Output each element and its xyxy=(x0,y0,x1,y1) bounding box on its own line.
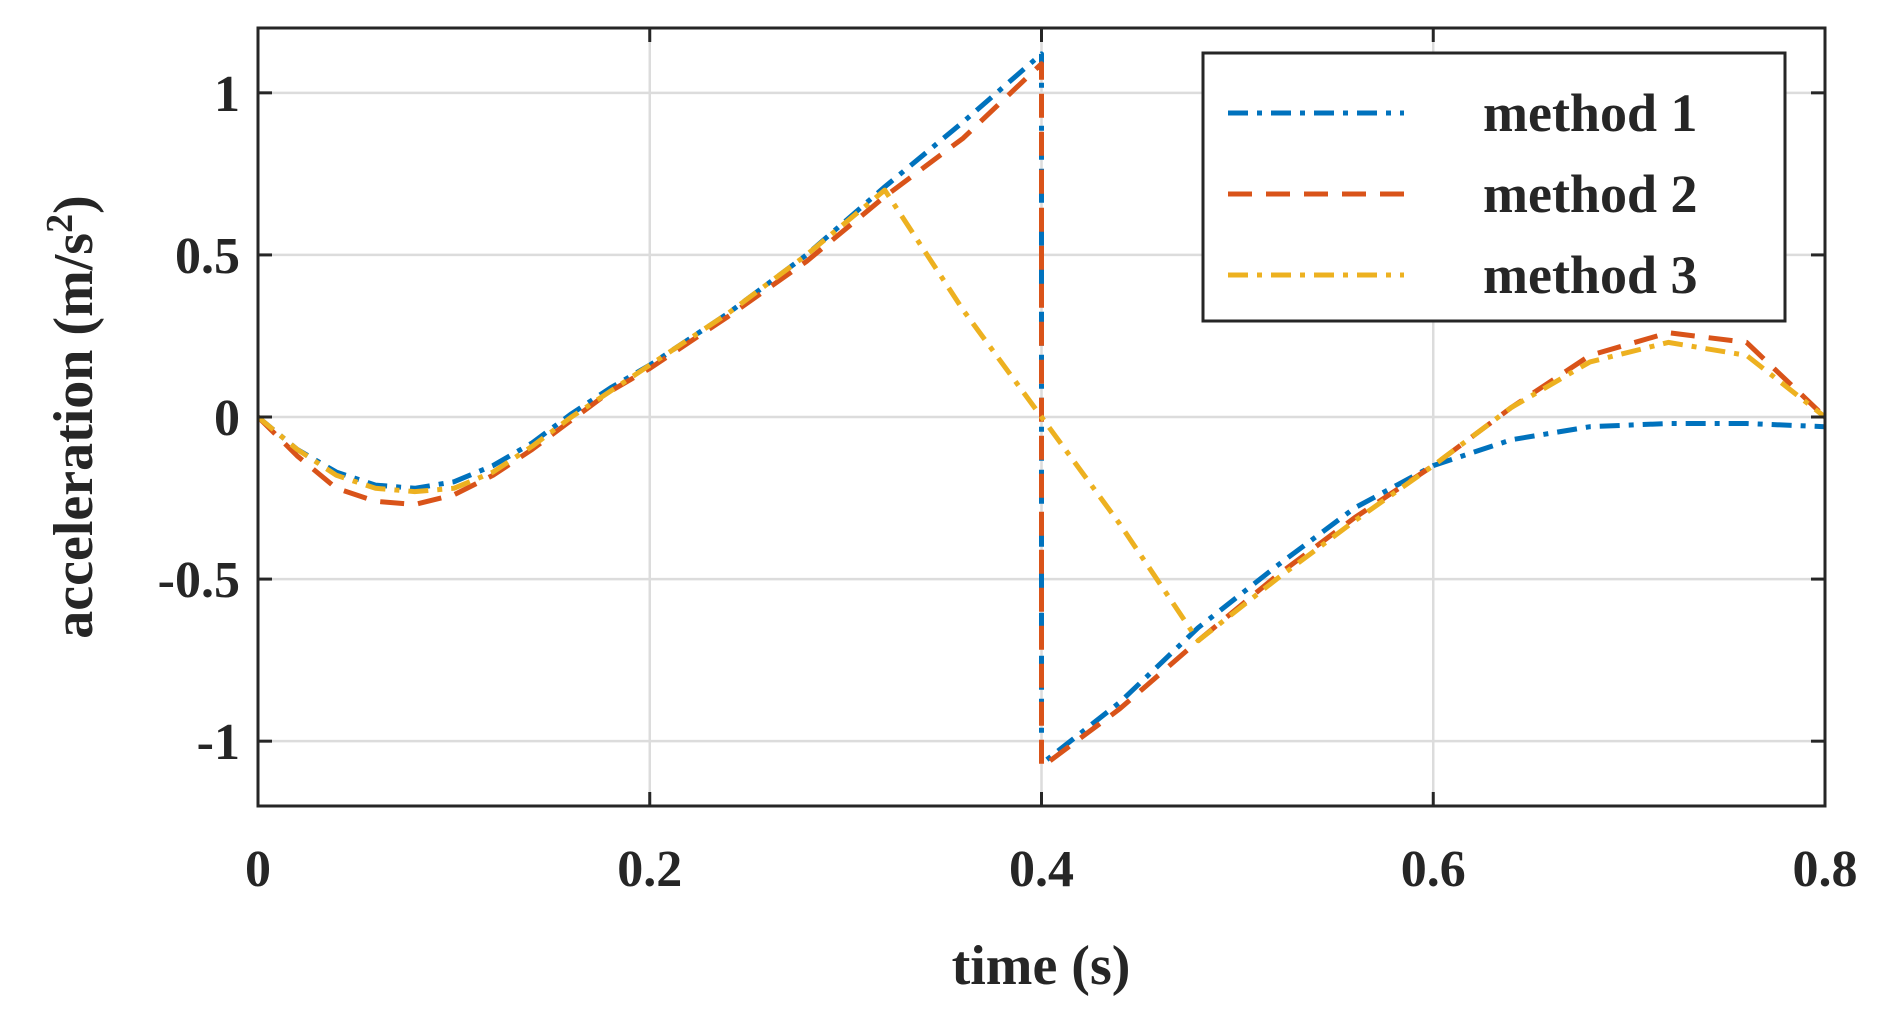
y-tick-label: -0.5 xyxy=(158,552,240,609)
series-line-method-3 xyxy=(258,187,1825,644)
x-tick-label: 0 xyxy=(245,841,271,898)
y-tick-label: 0 xyxy=(214,390,240,447)
x-axis-label: time (s) xyxy=(952,935,1131,997)
x-tick-label: 0.4 xyxy=(1009,841,1074,898)
ticks: 0 0.2 0.4 0.6 0.8 -1 -0.5 0 0.5 1 xyxy=(158,28,1858,898)
x-tick-label: 0.6 xyxy=(1401,841,1466,898)
y-axis-label-superscript: 2 xyxy=(39,214,81,233)
series-line-method-1 xyxy=(258,51,1825,767)
series-layer xyxy=(258,51,1825,770)
x-tick-label: 0.8 xyxy=(1793,841,1858,898)
y-tick-label: 0.5 xyxy=(175,228,240,285)
y-axis-label-close: ) xyxy=(43,195,105,214)
y-tick-label: -1 xyxy=(197,714,240,771)
legend-label-method-1: method 1 xyxy=(1483,83,1698,143)
y-axis-label: acceleration (m/s2) xyxy=(39,195,105,639)
x-tick-label: 0.2 xyxy=(617,841,682,898)
legend-label-method-2: method 2 xyxy=(1483,164,1698,224)
y-tick-label: 1 xyxy=(214,66,240,123)
legend: method 1 method 2 method 3 xyxy=(1201,51,1787,323)
y-axis-label-main: acceleration (m/s xyxy=(43,233,105,639)
legend-label-method-3: method 3 xyxy=(1483,245,1698,305)
